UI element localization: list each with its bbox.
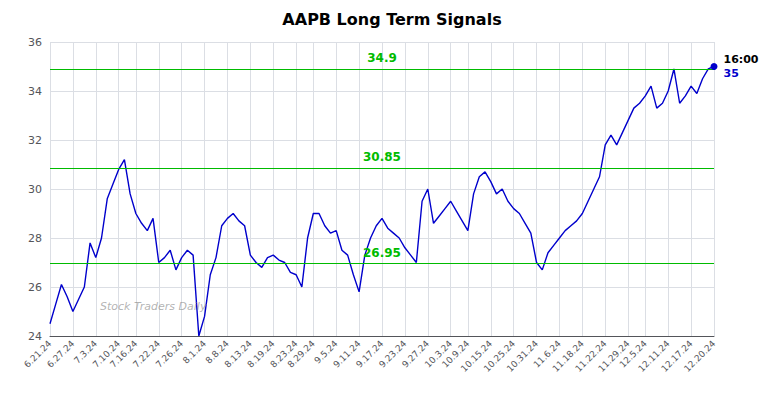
svg-text:9.5.24: 9.5.24 <box>312 338 340 366</box>
svg-text:11.29.24: 11.29.24 <box>596 338 632 374</box>
svg-text:10.9.24: 10.9.24 <box>440 338 472 370</box>
svg-text:24: 24 <box>28 330 42 343</box>
svg-text:12.17.24: 12.17.24 <box>659 338 695 374</box>
svg-text:9.27.24: 9.27.24 <box>400 338 432 370</box>
svg-text:11.6.24: 11.6.24 <box>531 338 563 370</box>
svg-text:6.27.24: 6.27.24 <box>45 338 77 370</box>
svg-text:10.3.24: 10.3.24 <box>422 338 455 370</box>
svg-text:10.25.24: 10.25.24 <box>481 338 518 374</box>
svg-text:7.10.24: 7.10.24 <box>90 338 123 370</box>
svg-text:16:00: 16:00 <box>724 53 759 66</box>
svg-text:9.17.24: 9.17.24 <box>354 338 386 370</box>
svg-text:34: 34 <box>28 85 42 98</box>
svg-text:28: 28 <box>28 232 42 245</box>
svg-text:Stock Traders Daily: Stock Traders Daily <box>100 300 207 313</box>
svg-text:34.9: 34.9 <box>367 51 397 65</box>
svg-text:30: 30 <box>28 183 42 196</box>
svg-text:8.23.24: 8.23.24 <box>268 338 300 370</box>
svg-text:9.23.24: 9.23.24 <box>377 338 409 370</box>
svg-text:7.3.24: 7.3.24 <box>72 338 100 366</box>
svg-text:26.95: 26.95 <box>363 246 401 260</box>
svg-text:AAPB Long Term Signals: AAPB Long Term Signals <box>282 10 501 29</box>
svg-text:7.26.24: 7.26.24 <box>154 338 186 370</box>
svg-text:7.16.24: 7.16.24 <box>108 338 140 370</box>
svg-text:8.8.24: 8.8.24 <box>203 338 231 366</box>
svg-text:32: 32 <box>28 134 42 147</box>
svg-text:12.11.24: 12.11.24 <box>636 338 672 374</box>
svg-text:8.13.24: 8.13.24 <box>222 338 254 370</box>
svg-text:8.19.24: 8.19.24 <box>245 338 277 370</box>
svg-text:12.20.24: 12.20.24 <box>682 338 718 374</box>
svg-text:9.11.24: 9.11.24 <box>331 338 363 370</box>
svg-text:36: 36 <box>28 36 42 49</box>
svg-text:10.15.24: 10.15.24 <box>458 338 495 374</box>
svg-text:11.22.24: 11.22.24 <box>573 338 609 374</box>
svg-text:6.21.24: 6.21.24 <box>22 338 54 370</box>
svg-text:8.1.24: 8.1.24 <box>181 338 208 365</box>
svg-text:35: 35 <box>724 67 739 80</box>
svg-text:12.5.24: 12.5.24 <box>617 338 649 370</box>
svg-text:26: 26 <box>28 281 42 294</box>
svg-text:8.29.24: 8.29.24 <box>286 338 318 370</box>
svg-text:11.18.24: 11.18.24 <box>550 338 586 374</box>
svg-text:7.22.24: 7.22.24 <box>131 338 163 370</box>
svg-text:30.85: 30.85 <box>363 150 401 164</box>
svg-text:10.31.24: 10.31.24 <box>505 338 541 374</box>
